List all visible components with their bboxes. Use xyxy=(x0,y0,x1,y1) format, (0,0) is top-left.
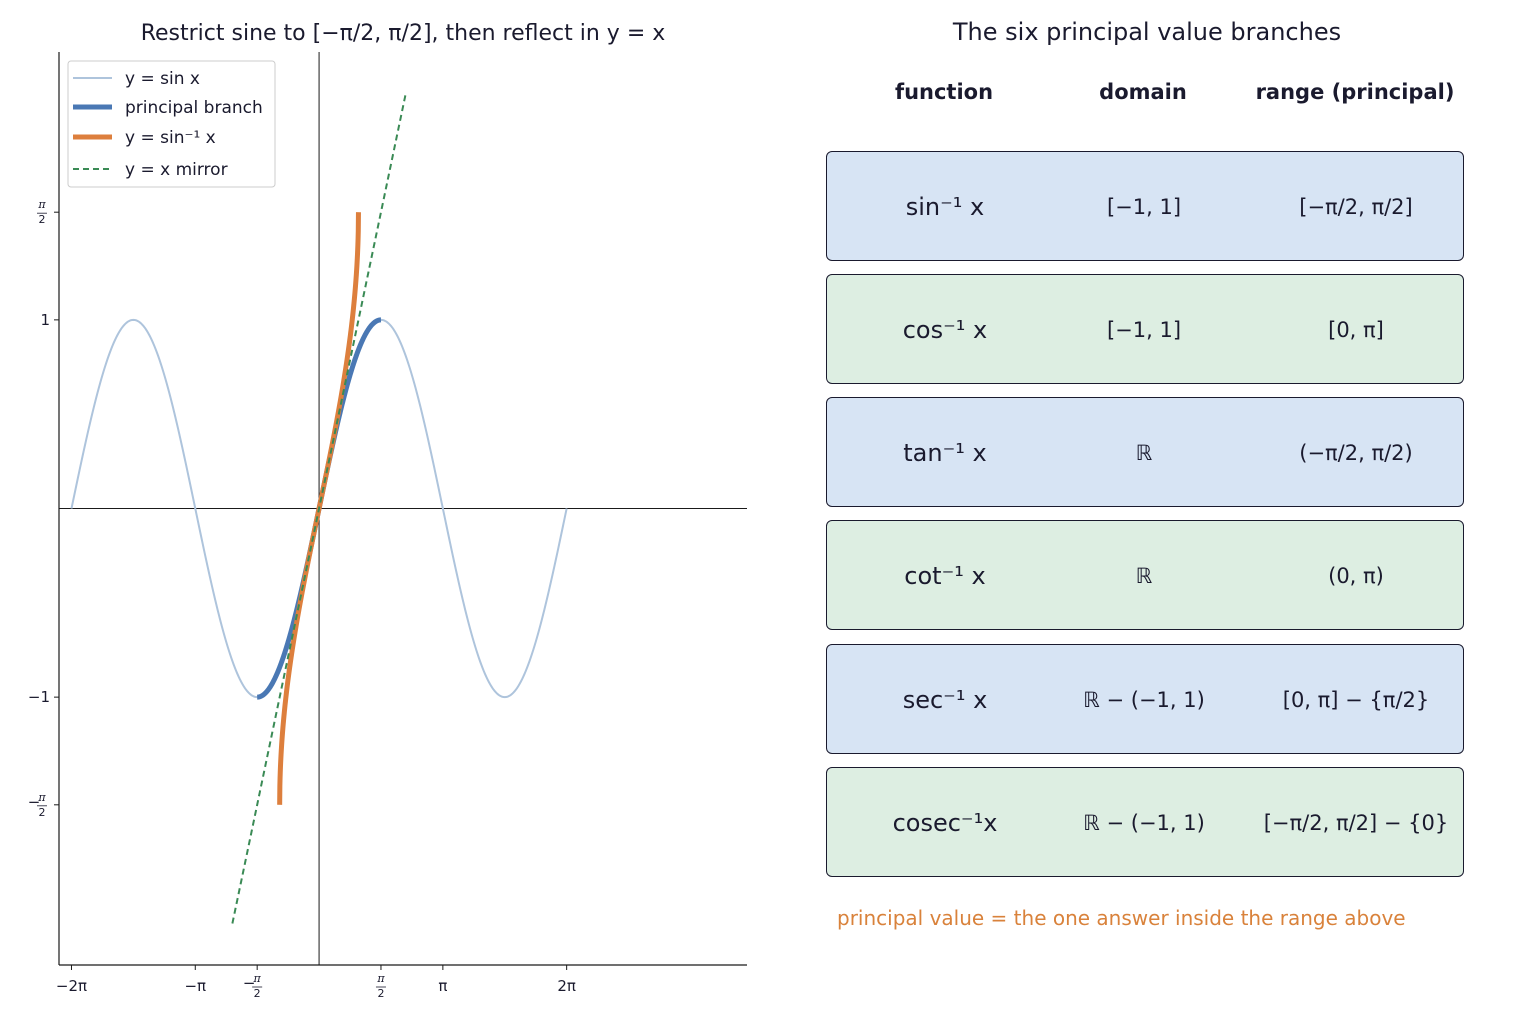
y-tick-label-num: π xyxy=(37,198,46,211)
domain-cell: ℝ − (−1, 1) xyxy=(1083,811,1205,835)
x-tick-label-den: 2 xyxy=(254,987,261,1000)
x-tick-label-sign: − xyxy=(243,974,256,992)
range-cell: (0, π) xyxy=(1328,564,1384,588)
range-cell: [−π/2, π/2] xyxy=(1299,195,1413,219)
y-tick-label-den: 2 xyxy=(39,806,46,819)
function-cell: cosec⁻¹x xyxy=(892,809,998,837)
range-cell: [0, π] xyxy=(1328,318,1384,342)
x-tick-label: −2π xyxy=(56,977,87,995)
legend-box xyxy=(67,60,276,188)
x-tick-label-den: 2 xyxy=(377,987,384,1000)
y-tick-label-num: π xyxy=(37,791,46,804)
function-cell: sec⁻¹ x xyxy=(902,686,988,714)
chart-title: Restrict sine to [−π/2, π/2], then refle… xyxy=(141,21,666,46)
domain-cell: [−1, 1] xyxy=(1106,318,1182,342)
range-cell: [−π/2, π/2] − {0} xyxy=(1263,811,1449,835)
table-row: sin⁻¹ x [−1, 1] [−π/2, π/2] xyxy=(826,151,1464,261)
x-tick-label-num: π xyxy=(376,972,385,985)
series-line-4 xyxy=(231,93,407,924)
legend-label: principal branch xyxy=(125,98,263,118)
column-header-function: function xyxy=(894,80,994,104)
x-tick-label: π xyxy=(438,977,447,995)
legend-label: y = x mirror xyxy=(125,160,228,180)
legend-label: y = sin⁻¹ x xyxy=(125,128,216,148)
y-tick-label-fraction: −π 2 xyxy=(28,791,47,819)
legend: y = sin x principal branch y = sin⁻¹ x y = … xyxy=(67,60,276,188)
x-tick-label-fraction: π2 xyxy=(375,972,386,1000)
table-row: sec⁻¹ x ℝ − (−1, 1) [0, π] − {π/2} xyxy=(826,644,1464,754)
range-cell: (−π/2, π/2) xyxy=(1299,441,1413,465)
domain-cell: ℝ xyxy=(1135,441,1153,465)
y-tick-label: −1 xyxy=(28,688,50,706)
table-title: The six principal value branches xyxy=(952,18,1342,46)
table-row: cos⁻¹ x [−1, 1] [0, π] xyxy=(826,274,1464,384)
principal-value-note: principal value = the one answer inside … xyxy=(837,906,1406,930)
table-row: cot⁻¹ x ℝ (0, π) xyxy=(826,520,1464,630)
function-cell: cot⁻¹ x xyxy=(904,562,986,590)
domain-cell: ℝ xyxy=(1135,564,1153,588)
legend-label: y = sin x xyxy=(125,69,200,89)
x-tick-label: 2π xyxy=(557,977,576,995)
principal-branches-panel: The six principal value branches functio… xyxy=(826,0,1468,1024)
x-tick-label-fraction: −π 2 xyxy=(243,972,263,1000)
function-cell: tan⁻¹ x xyxy=(903,439,987,467)
x-tick-label-num: π xyxy=(253,972,262,985)
y-tick-label-sign: − xyxy=(28,793,41,811)
column-header-domain: domain xyxy=(1099,80,1187,104)
table-row: cosec⁻¹x ℝ − (−1, 1) [−π/2, π/2] − {0} xyxy=(826,767,1464,877)
domain-cell: ℝ − (−1, 1) xyxy=(1083,688,1205,712)
sine-inverse-chart: Restrict sine to [−π/2, π/2], then refle… xyxy=(28,21,747,1000)
domain-cell: [−1, 1] xyxy=(1106,195,1182,219)
x-tick-label: −π xyxy=(184,977,206,995)
y-tick-label-fraction: π2 xyxy=(37,198,47,226)
y-tick-label: 1 xyxy=(40,311,50,329)
range-cell: [0, π] − {π/2} xyxy=(1282,688,1430,712)
column-header-range: range (principal) xyxy=(1255,80,1455,104)
function-cell: sin⁻¹ x xyxy=(905,193,985,221)
function-cell: cos⁻¹ x xyxy=(902,316,988,344)
table-row: tan⁻¹ x ℝ (−π/2, π/2) xyxy=(826,397,1464,507)
y-tick-label-den: 2 xyxy=(39,213,46,226)
